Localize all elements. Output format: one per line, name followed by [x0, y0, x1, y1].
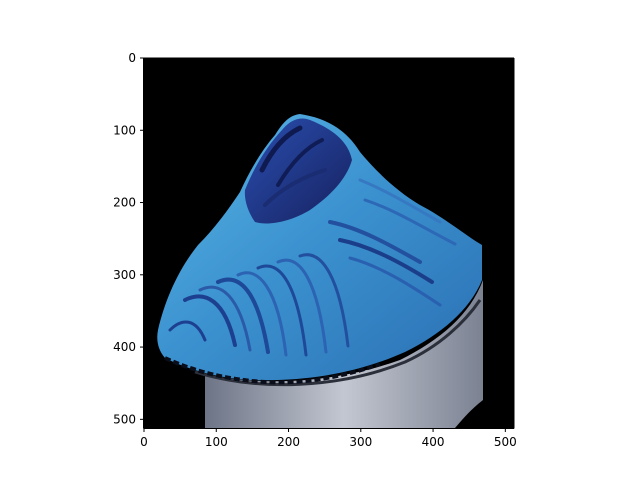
frosting-edge [164, 356, 381, 385]
x-tick-label: 400 [422, 435, 445, 449]
x-axis-ticks: 0 100 200 300 400 500 [140, 428, 517, 449]
x-tick-label: 100 [205, 435, 228, 449]
y-tick-label: 0 [128, 51, 136, 65]
x-tick-label: 200 [277, 435, 300, 449]
frosting-ridges [168, 125, 457, 357]
y-tick-label: 100 [113, 123, 136, 137]
x-tick-label: 0 [140, 435, 148, 449]
x-tick-label: 500 [494, 435, 517, 449]
y-tick-label: 200 [113, 196, 136, 210]
y-axis-ticks: 0 100 200 300 400 500 [113, 51, 144, 426]
y-tick-label: 500 [113, 412, 136, 426]
x-tick-label: 300 [349, 435, 372, 449]
y-tick-label: 300 [113, 268, 136, 282]
image-panel [144, 58, 514, 428]
y-tick-label: 400 [113, 340, 136, 354]
cupcake-liner [205, 280, 483, 428]
axes-frame [143, 57, 515, 429]
liner-rim-shadow [194, 299, 482, 387]
